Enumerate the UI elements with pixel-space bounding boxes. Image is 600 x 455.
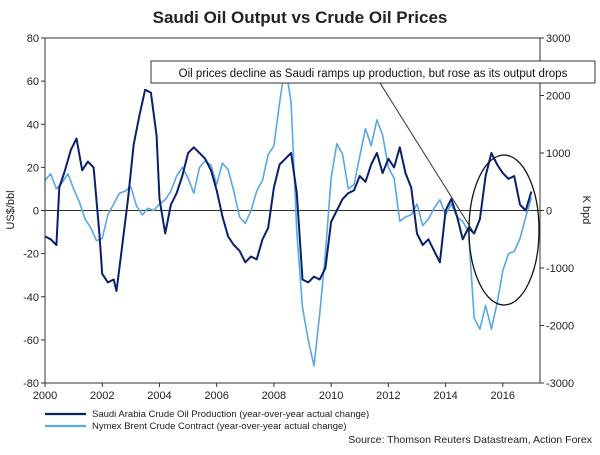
x-tick-label: 2016 [491, 390, 515, 402]
legend-label-brent: Nymex Brent Crude Contract (year-over-ye… [92, 421, 347, 432]
right-tick-label: -2000 [546, 321, 574, 333]
left-tick-label: 0 [33, 206, 39, 218]
ticks-layer: -80 -60 -40 -20 0 20 40 60 80 -3000 -2000 -1000 0 100… [23, 33, 574, 402]
source-note: Source: Thomson Reuters Datastream, Acti… [348, 434, 592, 446]
x-tick-label: 2014 [433, 390, 457, 402]
annotation-box [150, 60, 596, 84]
right-tick-label: 3000 [546, 33, 570, 45]
series-line-saudi-production [44, 88, 533, 292]
right-tick-label: 1000 [546, 148, 570, 160]
x-tick-label: 2006 [204, 390, 228, 402]
x-tick-label: 2002 [90, 390, 114, 402]
left-tick-label: -20 [23, 249, 39, 261]
right-tick-label: 2000 [546, 91, 570, 103]
left-tick-label: -40 [23, 292, 39, 304]
left-tick-label: 60 [27, 76, 39, 88]
highlight-ellipse [468, 154, 540, 306]
x-tick-label: 2008 [262, 390, 286, 402]
x-tick-label: 2000 [33, 390, 57, 402]
x-tick-label: 2012 [376, 390, 400, 402]
legend: Saudi Arabia Crude Oil Production (year-… [45, 409, 369, 432]
left-tick-label: 40 [27, 119, 39, 131]
legend-label-saudi: Saudi Arabia Crude Oil Production (year-… [92, 409, 369, 420]
right-axis-label: K bpd [580, 196, 592, 225]
annotation-group: Oil prices decline as Saudi ramps up pro… [150, 60, 596, 306]
left-axis-label: US$/bbl [5, 190, 17, 229]
right-tick-label: -1000 [546, 263, 574, 275]
left-tick-label: 20 [27, 162, 39, 174]
left-tick-label: -60 [23, 335, 39, 347]
chart-title: Saudi Oil Output vs Crude Oil Prices [153, 8, 448, 27]
x-tick-label: 2010 [319, 390, 343, 402]
left-tick-label: 80 [27, 33, 39, 45]
annotation-text: Oil prices decline as Saudi ramps up pro… [179, 68, 568, 80]
x-tick-label: 2004 [147, 390, 171, 402]
right-tick-label: -3000 [546, 378, 574, 390]
right-tick-label: 0 [546, 206, 552, 218]
left-tick-label: -80 [23, 378, 39, 390]
annotation-pointer-line [379, 82, 475, 234]
